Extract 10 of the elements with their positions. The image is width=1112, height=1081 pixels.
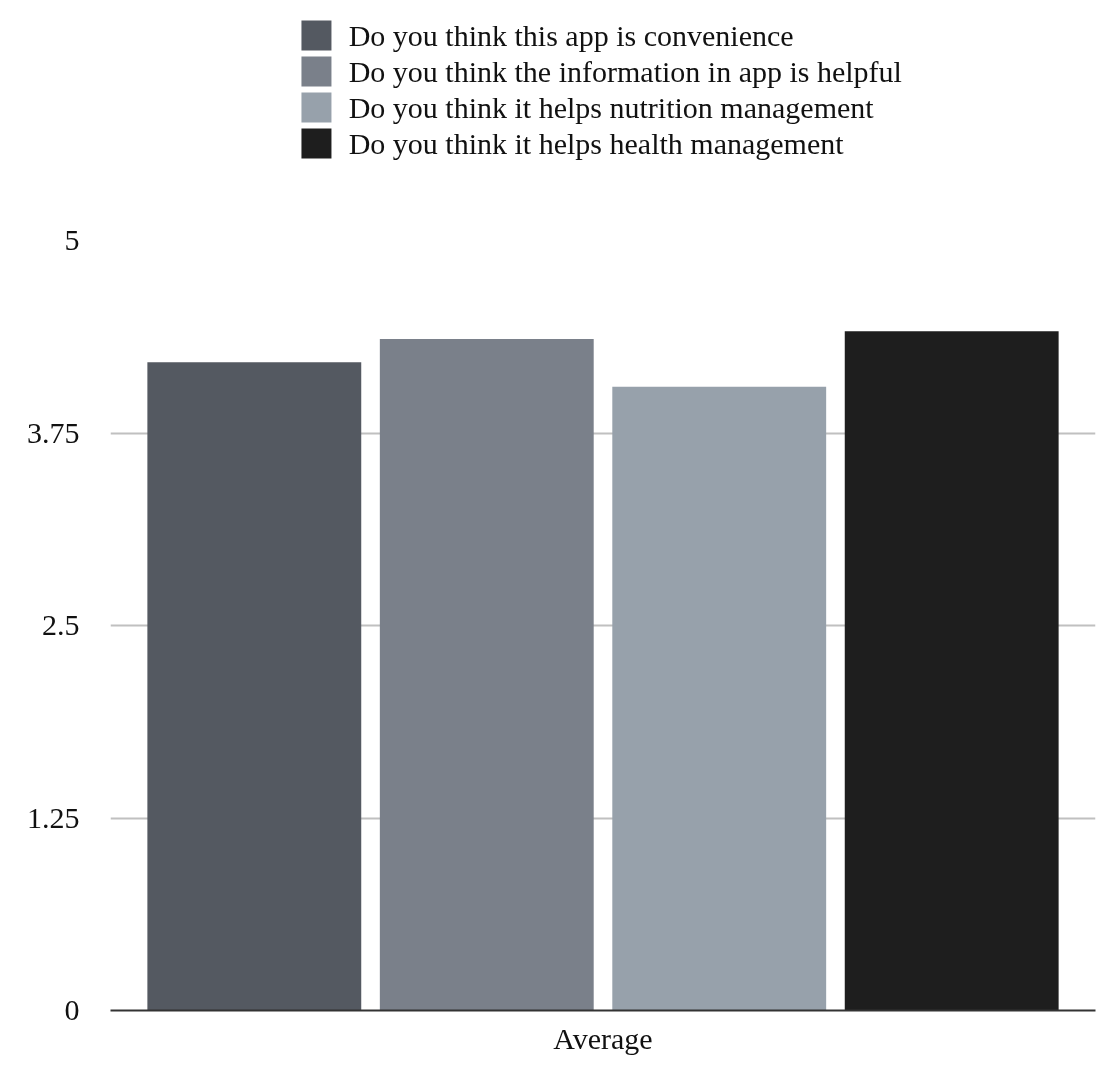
legend-label: Do you think it helps nutrition management [348,91,875,124]
x-tick-label: Average [553,1021,653,1055]
legend-label: Do you think this app is convenience [348,19,794,52]
y-tick-label: 3.75 [27,415,80,449]
legend-label: Do you think it helps health management [348,127,845,160]
y-tick-label: 1.25 [27,800,80,834]
y-tick-label: 2.5 [42,608,80,641]
y-tick-label: 5 [64,223,80,256]
legend-label: Do you think the information in app is helpful [348,55,902,88]
y-tick-label: 0 [64,993,80,1026]
